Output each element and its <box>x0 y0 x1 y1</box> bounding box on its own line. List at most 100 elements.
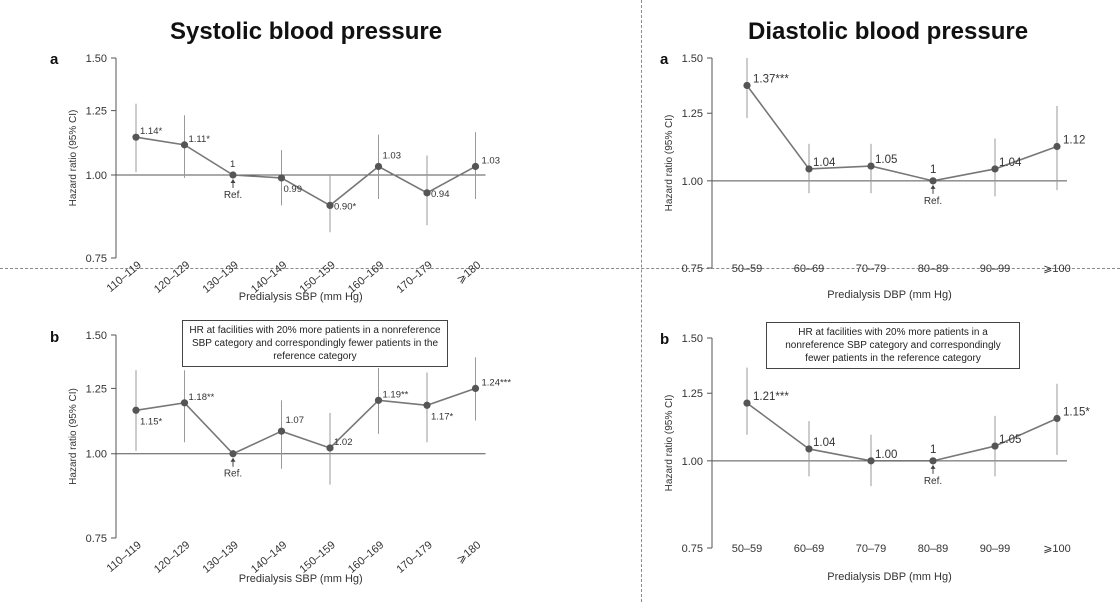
data-label: 1 <box>230 159 235 170</box>
data-label: 0.99 <box>284 184 303 195</box>
data-point <box>1053 414 1061 423</box>
ref-arrowhead <box>930 184 936 189</box>
data-point <box>277 427 286 435</box>
chart-panel-b-sbp: b 0.75 1.00 1.25 1.50 Hazard ratio (95% CI) 11… <box>50 329 511 585</box>
x-tick-label: 50–59 <box>732 263 763 275</box>
x-tick-label: 80–89 <box>918 543 949 555</box>
data-point <box>929 177 937 185</box>
ref-label: Ref. <box>924 476 942 487</box>
data-point <box>471 384 480 392</box>
y-tick-label: 0.75 <box>682 543 703 555</box>
x-tick-label: 120–129 <box>152 259 193 296</box>
y-tick-label: 1.25 <box>682 388 703 400</box>
x-tick-label: 70–79 <box>856 263 887 275</box>
data-label: 1.24*** <box>482 377 512 388</box>
data-point <box>867 457 875 465</box>
data-label: 0.94 <box>431 189 450 200</box>
right-column-title: Diastolic blood pressure <box>748 18 1029 45</box>
data-point <box>374 162 383 171</box>
panel-letter: b <box>660 331 669 348</box>
ref-arrowhead <box>230 178 236 183</box>
panel-b-annotation-dbp: HR at facilities with 20% more patients … <box>766 322 1020 369</box>
data-label: 1.03 <box>482 155 501 166</box>
data-label: 1.07 <box>286 415 305 426</box>
vertical-separator <box>641 0 642 602</box>
data-label: 1.15* <box>140 416 162 427</box>
x-tick-label: ⩾100 <box>1043 263 1071 275</box>
y-tick-label: 1.00 <box>682 456 703 468</box>
data-label: 1.11* <box>189 134 211 145</box>
y-tick-label: 1.50 <box>86 53 107 65</box>
data-label: 1.37*** <box>753 73 789 85</box>
data-point <box>180 399 189 407</box>
y-tick-label: 1.00 <box>86 449 107 461</box>
chart-panel-a-dbp: a 0.75 1.00 1.25 1.50 Hazard ratio (95% CI) 50… <box>660 51 1085 301</box>
x-axis-label: Predialysis DBP (mm Hg) <box>827 571 952 583</box>
x-tick-label: 90–99 <box>980 263 1011 275</box>
ref-arrowhead <box>230 457 236 462</box>
x-tick-label: 70–79 <box>856 543 887 555</box>
data-point <box>277 174 286 182</box>
ref-label: Ref. <box>224 469 242 480</box>
data-label: 1.04 <box>999 157 1022 169</box>
x-tick-label: 170–179 <box>394 259 435 296</box>
x-tick-label: 80–89 <box>918 263 949 275</box>
x-axis-label: Predialysis SBP (mm Hg) <box>239 573 363 585</box>
data-point <box>867 162 875 170</box>
data-point <box>805 445 813 453</box>
x-tick-label: 50–59 <box>732 543 763 555</box>
data-point <box>929 457 937 465</box>
y-tick-label: 0.75 <box>86 533 107 545</box>
left-column-title: Systolic blood pressure <box>170 18 443 45</box>
data-label: 1.15* <box>1063 406 1090 418</box>
panel-letter: a <box>660 51 669 68</box>
x-tick-label: 160–169 <box>346 539 387 576</box>
series-line <box>746 402 1058 462</box>
series-line <box>746 84 1058 182</box>
data-label: 0.90* <box>334 201 356 212</box>
y-axis-label: Hazard ratio (95% CI) <box>68 110 79 207</box>
data-point <box>229 171 237 179</box>
y-tick-label: 1.00 <box>86 170 107 182</box>
panel-b-annotation-sbp: HR at facilities with 20% more patients … <box>182 320 448 367</box>
ref-label: Ref. <box>224 190 242 201</box>
x-tick-label: 170–179 <box>394 539 435 576</box>
data-label: 1.04 <box>813 157 836 169</box>
x-tick-label: ⩾180 <box>455 259 484 286</box>
data-label: 1.19** <box>383 389 409 400</box>
x-tick-label: 110–119 <box>105 539 144 575</box>
data-label: 1.12 <box>1063 135 1085 147</box>
data-point <box>805 165 813 173</box>
data-point <box>423 189 431 197</box>
chart-panel-b-dbp: b 0.75 1.00 1.25 1.50 Hazard ratio (95% CI) 50… <box>660 331 1090 583</box>
data-point <box>991 165 999 173</box>
data-label: 1.21*** <box>753 391 789 403</box>
data-label: 1.00 <box>875 449 897 461</box>
series-line <box>135 136 476 207</box>
y-axis-label: Hazard ratio (95% CI) <box>664 115 675 212</box>
x-tick-label: 130–139 <box>200 259 241 296</box>
x-tick-label: 150–159 <box>297 539 338 576</box>
data-point <box>132 406 140 414</box>
x-axis-label: Predialysis DBP (mm Hg) <box>827 289 952 301</box>
x-tick-label: 130–139 <box>200 539 241 576</box>
y-tick-label: 1.00 <box>682 176 703 188</box>
ref-arrowhead <box>930 464 936 469</box>
y-axis-label: Hazard ratio (95% CI) <box>68 388 79 485</box>
x-tick-label: 110–119 <box>105 259 144 295</box>
horizontal-separator <box>0 268 1120 269</box>
x-tick-label: 60–69 <box>794 263 825 275</box>
data-label: 1.14* <box>140 126 162 137</box>
data-label: 1.05 <box>875 154 897 166</box>
y-tick-label: 1.25 <box>682 108 703 120</box>
data-label: 1.05 <box>999 434 1021 446</box>
y-tick-label: 1.50 <box>682 333 703 345</box>
y-tick-label: 0.75 <box>682 263 703 275</box>
data-point <box>423 401 431 409</box>
data-point <box>180 141 189 149</box>
x-tick-label: ⩾100 <box>1043 543 1071 555</box>
data-point <box>743 81 751 90</box>
data-label: 1.17* <box>431 411 453 422</box>
